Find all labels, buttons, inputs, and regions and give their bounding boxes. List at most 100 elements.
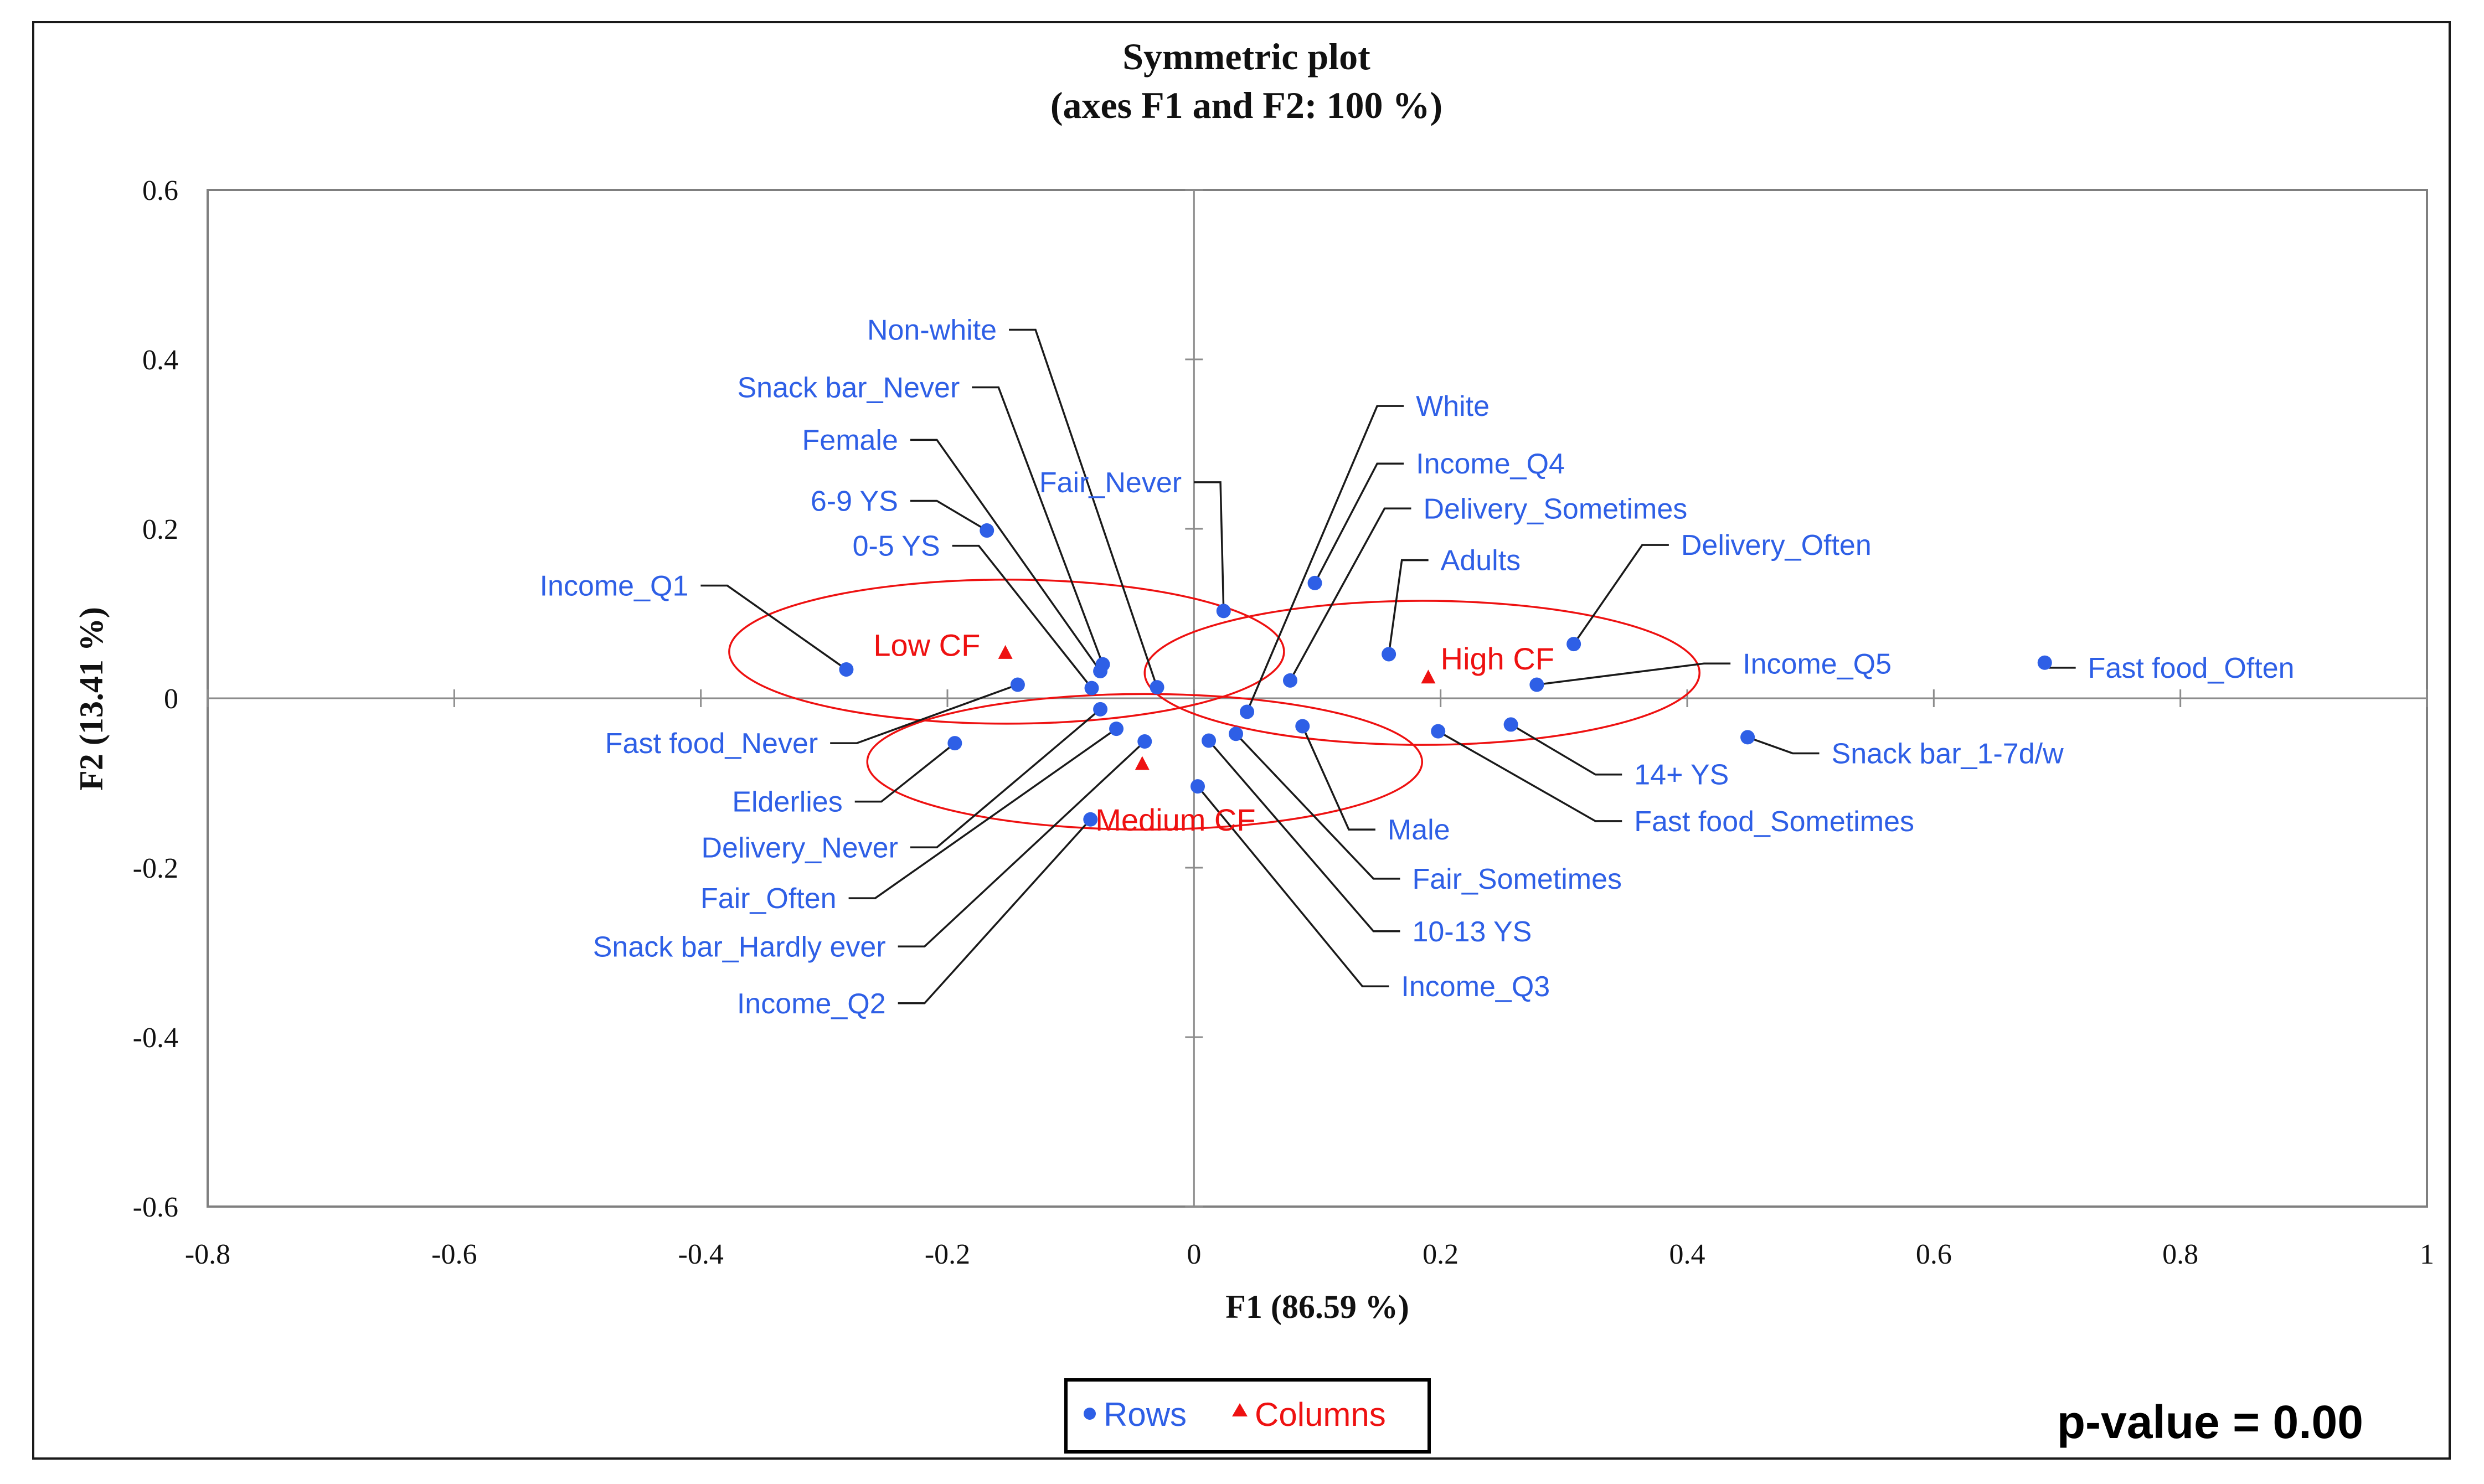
point-fast-food-never [1010,677,1025,692]
point-income-q3 [1191,779,1205,794]
label-delivery-sometimes: Delivery_Sometimes [1423,493,1687,525]
label-income-q4: Income_Q4 [1416,448,1565,480]
leader-adults [1388,559,1429,655]
leader-lines [700,328,2076,1004]
label-delivery-never: Delivery_Never [701,832,898,864]
x-tick-label: 0 [1187,1239,1201,1270]
label-white: White [1416,390,1490,422]
data-points [839,523,2052,827]
point-10-13-ys [1202,733,1217,748]
leader-delivery-sometimes [1289,507,1411,681]
leader-female [910,439,1101,672]
leader-delivery-often [1573,544,1669,645]
x-tick-label: -0.6 [431,1239,477,1270]
point-delivery-sometimes [1283,673,1298,688]
point-income-q1 [839,662,854,677]
label-income-q1: Income_Q1 [540,570,689,602]
chart-subtitle: (axes F1 and F2: 100 %) [1050,84,1442,126]
label-snack-bar-hardly-ever: Snack bar_Hardly ever [593,931,886,963]
point-white [1240,704,1255,719]
point-elderlies [947,736,962,751]
leader-10-13-ys [1208,740,1400,932]
p-value-text: p-value = 0.00 [2057,1396,2363,1448]
point-income-q5 [1529,677,1544,692]
x-tick-label: 1 [2420,1239,2434,1270]
point-snack-bar-1-7d-w [1740,730,1755,745]
leader-delivery-never [910,708,1101,849]
legend-rows-marker [1084,1408,1096,1420]
x-tick-label: 0.6 [1916,1239,1952,1270]
point-snack-bar-hardly-ever [1137,734,1152,749]
legend-columns-marker [1232,1403,1248,1416]
y-tick-label: 0.2 [142,514,178,545]
leader-fair-never [1194,481,1225,611]
leader-male [1301,725,1375,831]
point-adults [1382,647,1396,662]
label-fair-sometimes: Fair_Sometimes [1412,863,1622,895]
leader-snack-bar-1-7d-w [1747,736,1820,755]
y-tick-label: 0 [164,683,178,715]
y-tick-label: 0.6 [142,175,178,207]
label-fair-often: Fair_Often [700,883,837,915]
chart-title: Symmetric plot [1122,35,1370,78]
label-female: Female [802,424,898,456]
leader-elderlies [854,742,956,803]
leader-income-q2 [898,818,1091,1004]
point-fast-food-sometimes [1431,724,1446,739]
triangle-low-cf [998,645,1013,659]
leader-14-ys [1510,723,1622,776]
leader-snack-bar-never [972,386,1104,665]
leader-6-9-ys [910,499,988,532]
label-elderlies: Elderlies [732,786,842,818]
label-income-q2: Income_Q2 [737,988,886,1020]
x-tick-label: -0.4 [678,1239,724,1270]
legend-columns-label: Columns [1255,1396,1386,1433]
point-14-ys [1503,717,1518,732]
ellipse-high-cf [1143,600,1701,746]
x-tick-label: -0.8 [185,1239,230,1270]
point-6-9-ys [980,523,994,538]
label-10-13-ys: 10-13 YS [1412,916,1532,948]
label-income-q3: Income_Q3 [1401,971,1550,1003]
label-delivery-often: Delivery_Often [1681,529,1872,561]
point-fair-never [1216,604,1231,619]
leader-0-5-ys [952,544,1092,689]
point-0-5-ys [1084,681,1099,695]
point-fair-sometimes [1229,726,1244,741]
point-fair-often [1109,722,1124,736]
label-male: Male [1388,814,1450,846]
label-medium-cf: Medium CF [1095,802,1255,837]
leader-snack-bar-hardly-ever [898,740,1146,948]
leader-fair-sometimes [1235,733,1400,880]
point-income-q2 [1083,812,1098,827]
triangle-medium-cf [1135,756,1150,770]
label-fast-food-never: Fast food_Never [605,728,818,760]
point-delivery-often [1566,637,1581,652]
leader-fast-food-sometimes [1437,730,1622,822]
x-tick-label: 0.8 [2162,1239,2198,1270]
point-non-white [1150,680,1164,695]
x-tick-label: -0.2 [925,1239,970,1270]
leader-non-white [1009,328,1158,688]
point-income-q4 [1307,575,1322,590]
leader-income-q3 [1197,786,1389,987]
label-snack-bar-never: Snack bar_Never [738,372,960,404]
point-fast-food-often [2037,655,2052,670]
x-axis-title: F1 (86.59 %) [1225,1289,1409,1325]
point-delivery-never [1093,702,1108,717]
x-tick-label: 0.4 [1669,1239,1705,1270]
label-fair-never: Fair_Never [1039,467,1182,499]
y-axis-title: F2 (13.41 %) [73,607,110,791]
legend: Rows Columns [1064,1378,1431,1454]
point-male [1295,719,1310,734]
label-income-q5: Income_Q5 [1743,648,1892,680]
leader-income-q5 [1537,662,1731,686]
label-snack-bar-1-7d-w: Snack bar_1-7d/w [1832,738,2064,770]
point-female [1093,664,1108,679]
leader-income-q1 [700,584,847,671]
leader-income-q4 [1313,462,1404,584]
label-14-ys: 14+ YS [1634,759,1729,791]
label-adults: Adults [1441,545,1521,577]
legend-rows-label: Rows [1104,1396,1187,1433]
y-tick-label: -0.6 [133,1192,178,1223]
